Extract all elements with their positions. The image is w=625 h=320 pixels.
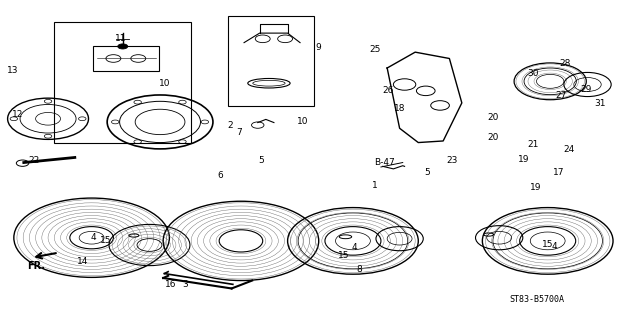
Text: 28: 28 [559, 59, 571, 68]
Text: 4: 4 [352, 243, 357, 252]
Text: FR.: FR. [28, 261, 45, 271]
Text: 24: 24 [563, 145, 574, 154]
Circle shape [118, 44, 127, 49]
Text: 19: 19 [529, 183, 541, 192]
Text: 9: 9 [316, 43, 322, 52]
Text: 8: 8 [356, 265, 362, 274]
Text: 21: 21 [528, 140, 539, 149]
Text: 26: 26 [382, 86, 394, 95]
Text: 14: 14 [77, 257, 88, 266]
Text: 3: 3 [182, 280, 188, 289]
Text: ST83-B5700A: ST83-B5700A [509, 295, 564, 304]
Text: 16: 16 [165, 281, 176, 290]
Text: 18: 18 [394, 104, 406, 113]
Text: 5: 5 [259, 156, 264, 165]
Text: 20: 20 [488, 133, 499, 142]
Text: 4: 4 [91, 233, 96, 242]
Text: 10: 10 [297, 117, 308, 126]
Text: 12: 12 [12, 110, 23, 119]
Text: 11: 11 [115, 34, 127, 43]
Text: 15: 15 [542, 240, 554, 249]
Text: 23: 23 [447, 156, 458, 164]
Text: B-47: B-47 [374, 158, 395, 167]
Text: 19: 19 [518, 155, 530, 164]
Text: 25: 25 [369, 45, 381, 54]
Bar [94, 46, 159, 71]
Text: 22: 22 [28, 156, 39, 165]
Text: 31: 31 [594, 99, 606, 108]
Text: 4: 4 [551, 243, 557, 252]
Bar [229, 16, 314, 106]
Text: 5: 5 [425, 168, 431, 177]
Text: 6: 6 [217, 171, 223, 180]
Text: 15: 15 [100, 236, 112, 245]
Text: 1: 1 [372, 181, 378, 190]
Text: 15: 15 [338, 251, 349, 260]
Bar [54, 22, 191, 142]
Text: 29: 29 [581, 85, 592, 94]
Text: 13: 13 [7, 66, 18, 75]
Text: 20: 20 [488, 113, 499, 122]
Text: 10: 10 [159, 79, 171, 88]
Text: 7: 7 [236, 128, 242, 137]
Text: 27: 27 [556, 92, 567, 100]
Text: 30: 30 [528, 69, 539, 78]
Text: 17: 17 [552, 168, 564, 177]
Text: 2: 2 [228, 121, 233, 130]
